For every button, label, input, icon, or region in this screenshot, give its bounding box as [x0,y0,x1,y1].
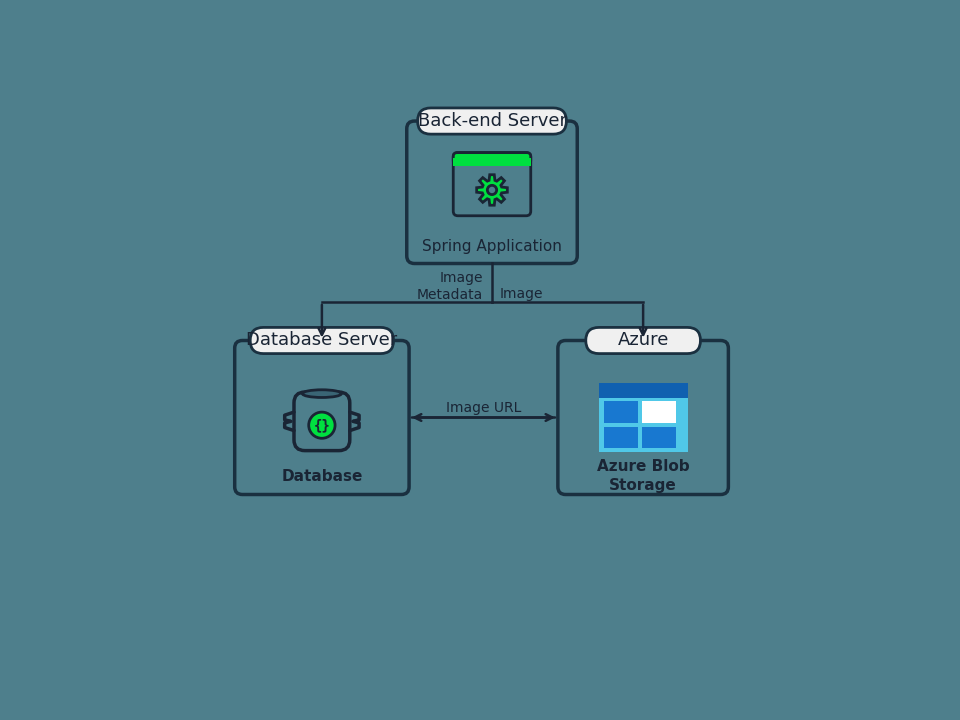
Bar [599,383,687,398]
Text: Database: Database [281,469,363,484]
FancyBboxPatch shape [234,341,409,495]
Ellipse shape [302,390,342,397]
Bar [604,401,638,423]
Text: Back-end Server: Back-end Server [418,112,566,130]
FancyBboxPatch shape [586,328,701,354]
Text: Image
Metadata: Image Metadata [417,271,483,302]
Text: Image URL: Image URL [445,401,521,415]
Polygon shape [477,175,507,205]
Bar [604,427,638,449]
FancyBboxPatch shape [251,328,394,354]
Bar [642,401,676,423]
Bar [642,427,676,449]
Bar [599,383,687,452]
Bar [453,158,531,166]
FancyBboxPatch shape [294,392,349,451]
Text: Spring Application: Spring Application [422,239,562,254]
FancyBboxPatch shape [558,341,729,495]
Text: Database Server: Database Server [247,331,397,349]
FancyBboxPatch shape [418,108,566,134]
Text: {}: {} [314,418,330,432]
Text: Azure Blob
Storage: Azure Blob Storage [597,459,689,493]
Text: Image: Image [500,287,543,301]
Circle shape [488,185,496,194]
FancyBboxPatch shape [453,153,531,216]
Text: Azure: Azure [617,331,669,349]
FancyBboxPatch shape [453,153,531,164]
FancyBboxPatch shape [407,121,577,264]
Circle shape [309,412,335,438]
